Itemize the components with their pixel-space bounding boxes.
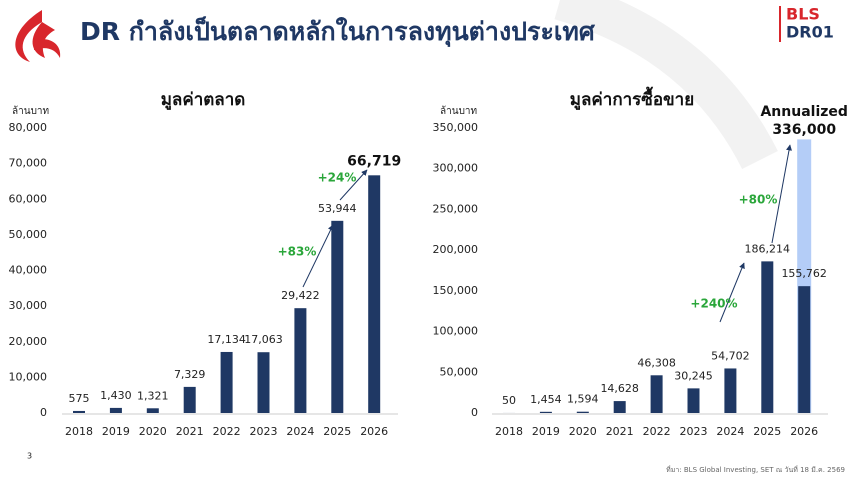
bar [221, 352, 233, 413]
bar [614, 401, 626, 413]
page-number: 3 [27, 452, 32, 461]
value-label: 30,245 [674, 369, 713, 382]
x-tick-label: 2019 [102, 425, 130, 438]
x-tick-label: 2018 [495, 425, 523, 438]
slide-title: DR กำลังเป็นตลาดหลักในการลงทุนต่างประเทศ [80, 16, 596, 48]
growth-annotation: +83% [278, 245, 317, 259]
value-label: 66,719 [347, 153, 401, 169]
y-axis-unit: ล้านบาท [440, 105, 477, 117]
bar [368, 175, 380, 413]
y-tick-label: 20,000 [9, 335, 48, 348]
bar [724, 368, 736, 413]
bar [147, 408, 159, 413]
x-tick-label: 2024 [716, 425, 744, 438]
y-tick-label: 100,000 [433, 325, 479, 338]
growth-annotation: +80% [739, 193, 778, 207]
bar [540, 412, 552, 413]
x-tick-label: 2018 [65, 425, 93, 438]
annualized-value-label: 336,000 [772, 122, 836, 138]
value-label: 17,134 [207, 333, 246, 346]
value-label: 53,944 [318, 202, 357, 215]
x-tick-label: 2019 [532, 425, 560, 438]
y-tick-label: 150,000 [433, 284, 479, 297]
x-tick-label: 2026 [790, 425, 818, 438]
value-label: 1,454 [530, 393, 562, 406]
chart-title: มูลค่าตลาด [161, 90, 246, 111]
x-tick-label: 2025 [323, 425, 351, 438]
y-tick-label: 40,000 [9, 264, 48, 277]
value-label: 186,214 [745, 242, 791, 255]
x-tick-label: 2024 [286, 425, 314, 438]
x-tick-label: 2022 [213, 425, 241, 438]
y-tick-label: 0 [471, 406, 478, 419]
value-label: 1,430 [100, 389, 132, 402]
y-tick-label: 300,000 [433, 162, 479, 175]
x-tick-label: 2023 [250, 425, 278, 438]
bar [798, 286, 810, 413]
value-label: 17,063 [244, 333, 283, 346]
growth-arrow [720, 263, 744, 322]
y-tick-label: 50,000 [440, 365, 479, 378]
bar [761, 261, 773, 413]
footnote: ที่มา: BLS Global Investing, SET ณ วันที… [666, 465, 845, 474]
value-label: 54,702 [711, 349, 750, 362]
bar [688, 388, 700, 413]
bar [258, 352, 270, 413]
y-tick-label: 70,000 [9, 157, 48, 170]
y-tick-label: 250,000 [433, 202, 479, 215]
logo-bottom: DR01 [786, 23, 834, 42]
y-tick-label: 80,000 [9, 121, 48, 134]
x-tick-label: 2020 [569, 425, 597, 438]
x-tick-label: 2025 [753, 425, 781, 438]
bar [577, 412, 589, 413]
value-label: 1,594 [567, 393, 599, 406]
bar [184, 387, 196, 413]
bar [110, 408, 122, 413]
value-label: 155,762 [781, 267, 827, 280]
y-tick-label: 0 [40, 406, 47, 419]
growth-annotation: +240% [690, 297, 737, 311]
bar [73, 411, 85, 413]
bar [294, 308, 306, 413]
bar [651, 375, 663, 413]
logo-top: BLS [786, 5, 820, 24]
y-tick-label: 60,000 [9, 192, 48, 205]
y-tick-label: 350,000 [433, 121, 479, 134]
logo [15, 10, 60, 62]
y-tick-label: 200,000 [433, 243, 479, 256]
value-label: 7,329 [174, 368, 206, 381]
x-tick-label: 2021 [606, 425, 634, 438]
value-label: 575 [69, 392, 90, 405]
x-tick-label: 2021 [176, 425, 204, 438]
y-tick-label: 50,000 [9, 228, 48, 241]
growth-annotation: +24% [318, 171, 357, 185]
x-tick-label: 2023 [680, 425, 708, 438]
value-label: 46,308 [637, 356, 676, 369]
value-label: 14,628 [600, 382, 639, 395]
y-tick-label: 10,000 [9, 370, 48, 383]
value-label: 50 [502, 394, 516, 407]
annualized-label: Annualized [760, 104, 847, 120]
value-label: 29,422 [281, 289, 320, 302]
x-tick-label: 2026 [360, 425, 388, 438]
x-tick-label: 2020 [139, 425, 167, 438]
value-label: 1,321 [137, 389, 169, 402]
bar [331, 221, 343, 413]
y-axis-unit: ล้านบาท [12, 105, 49, 117]
y-tick-label: 30,000 [9, 299, 48, 312]
chart-title: มูลค่าการซื้อขาย [570, 86, 694, 111]
x-tick-label: 2022 [643, 425, 671, 438]
